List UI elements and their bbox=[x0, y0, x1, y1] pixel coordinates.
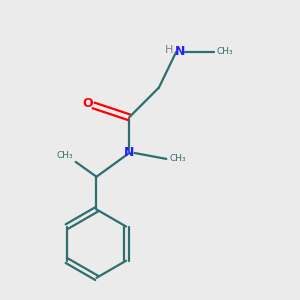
Text: N: N bbox=[124, 146, 134, 160]
Text: O: O bbox=[83, 98, 94, 110]
Text: N: N bbox=[175, 45, 185, 58]
Text: CH₃: CH₃ bbox=[57, 151, 73, 160]
Text: CH₃: CH₃ bbox=[169, 154, 186, 164]
Text: CH₃: CH₃ bbox=[217, 47, 233, 56]
Text: H: H bbox=[165, 45, 173, 56]
